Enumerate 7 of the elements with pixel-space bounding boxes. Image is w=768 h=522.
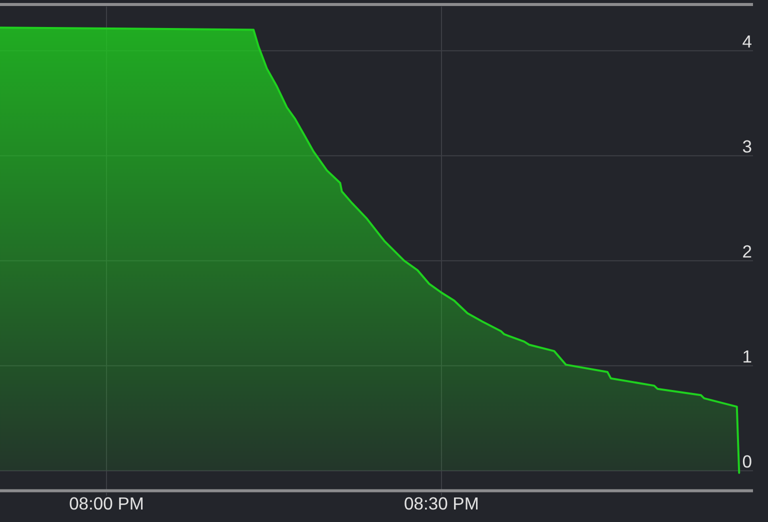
x-tick-label: 08:30 PM: [404, 494, 479, 514]
y-tick-label: 4: [742, 32, 752, 52]
y-tick-label: 3: [742, 136, 752, 157]
x-tick-label: 08:00 PM: [69, 494, 144, 514]
y-tick-label: 2: [742, 242, 752, 262]
y-tick-label: 0: [742, 452, 752, 472]
y-tick-label: 1: [742, 346, 752, 367]
